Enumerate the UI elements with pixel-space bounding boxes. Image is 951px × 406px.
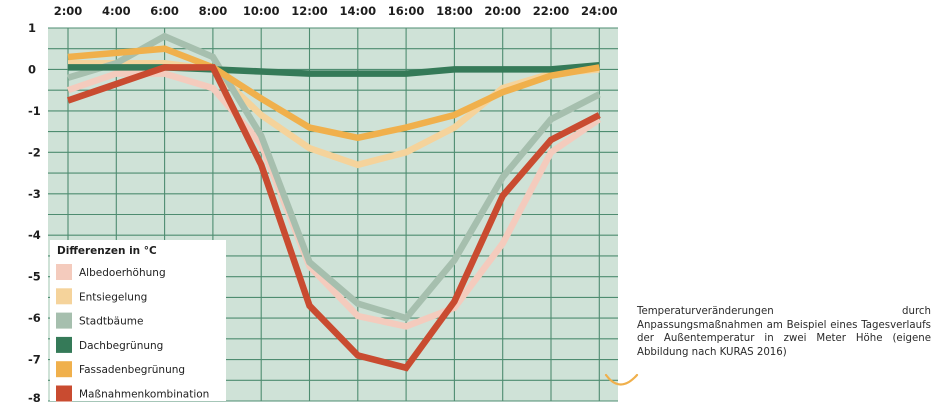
legend-swatch [56,361,72,378]
y-tick-labels: 1 0 -1 -2 -3 -4 -5 -6 -7 -8 [28,21,41,405]
x-tick-label: 4:00 [102,4,131,18]
series-lines [66,32,602,372]
x-tick-label: 14:00 [339,4,376,18]
legend-swatch [56,312,72,329]
y-tick-label: -6 [28,311,41,325]
x-tick-label: 22:00 [533,4,570,18]
y-tick-label: -5 [28,270,41,284]
legend: Differenzen in °C Albedoerhöhung Entsiegel… [50,240,226,402]
series-line [67,32,601,322]
series-line [67,45,600,142]
x-tick-label: 10:00 [243,4,280,18]
caption-ornament-icon [604,373,639,386]
y-tick-label: 1 [28,21,36,35]
y-tick-label: -7 [28,353,41,367]
y-tick-label: -1 [28,104,41,118]
y-tick-label: -3 [28,187,41,201]
x-tick-label: 2:00 [54,4,83,18]
x-tick-label: 24:00 [581,4,618,18]
y-tick-label: -2 [28,145,41,159]
x-tick-label: 20:00 [484,4,521,18]
x-tick-label: 16:00 [388,4,425,18]
legend-label: Stadtbäume [79,316,143,328]
legend-swatch [56,385,72,402]
legend-box [50,240,226,401]
legend-label: Fassadenbegrünung [79,364,185,376]
x-tick-labels: 2:00 4:00 6:00 8:00 10:00 12:00 14:00 16:00 18:0… [54,4,618,18]
legend-label: Dachbegrünung [79,340,163,352]
series-line [66,64,601,372]
y-tick-label: 0 [28,62,36,76]
legend-label: Albedoerhöhung [79,267,166,279]
y-tick-label: -4 [28,228,41,242]
figure-caption: Temperaturveränderungen durch Anpassungs… [637,306,931,358]
legend-swatch [56,264,72,280]
x-tick-label: 6:00 [150,4,179,18]
legend-title: Differenzen in °C [57,245,157,257]
series-line [68,59,600,169]
x-tick-label: 8:00 [199,4,228,18]
y-tick-label: -8 [28,391,41,405]
x-tick-label: 12:00 [291,4,328,18]
legend-label: Entsiegelung [79,291,147,303]
x-tick-label: 18:00 [436,4,473,18]
legend-label: Maßnahmenkombination [79,389,209,401]
legend-swatch [56,336,72,353]
legend-swatch [56,288,72,305]
